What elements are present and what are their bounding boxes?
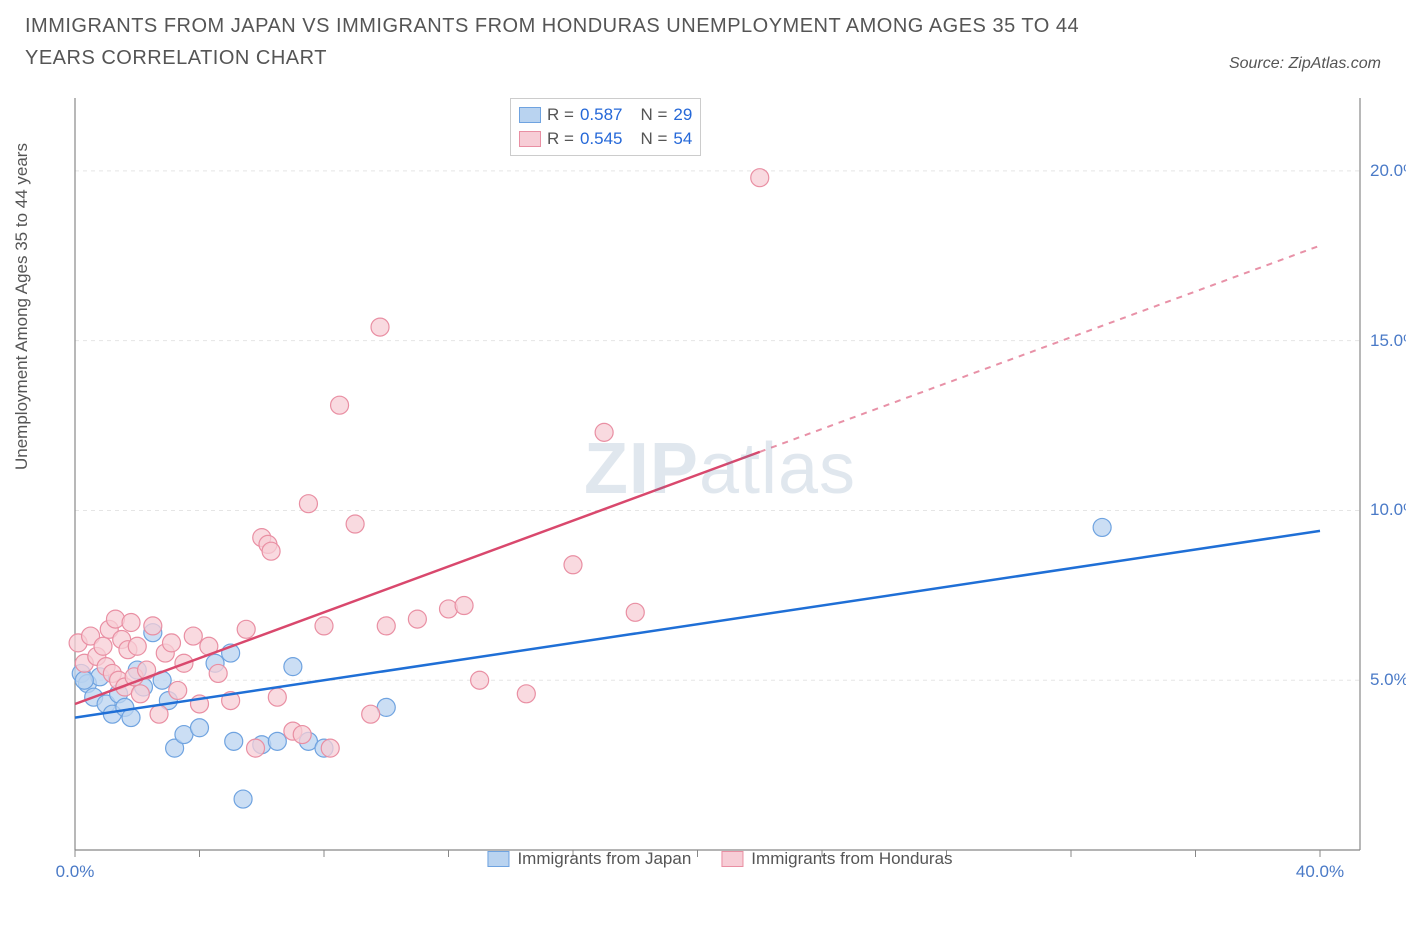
source-attribution: Source: ZipAtlas.com — [1229, 55, 1381, 73]
y-tick-label: 10.0% — [1370, 500, 1406, 520]
legend-swatch — [519, 131, 541, 147]
y-tick-label: 15.0% — [1370, 331, 1406, 351]
x-tick-label: 0.0% — [56, 862, 95, 882]
series-legend: Immigrants from Japan Immigrants from Hon… — [487, 849, 952, 869]
correlation-legend: R = 0.587N = 29R = 0.545N = 54 — [510, 98, 701, 156]
legend-swatch — [487, 851, 509, 867]
legend-swatch — [519, 107, 541, 123]
y-axis-label: Unemployment Among Ages 35 to 44 years — [12, 143, 32, 470]
x-tick-label: 40.0% — [1296, 862, 1344, 882]
y-tick-label: 20.0% — [1370, 161, 1406, 181]
legend-stat-row: R = 0.545N = 54 — [519, 127, 692, 151]
legend-item: Immigrants from Honduras — [721, 849, 952, 869]
legend-swatch — [721, 851, 743, 867]
chart-plot-area: ZIPatlas R = 0.587N = 29R = 0.545N = 54 … — [60, 95, 1380, 875]
scatter-svg — [60, 95, 1380, 875]
legend-item: Immigrants from Japan — [487, 849, 691, 869]
chart-title: IMMIGRANTS FROM JAPAN VS IMMIGRANTS FROM… — [25, 10, 1125, 74]
legend-stat-row: R = 0.587N = 29 — [519, 103, 692, 127]
y-tick-label: 5.0% — [1370, 670, 1406, 690]
